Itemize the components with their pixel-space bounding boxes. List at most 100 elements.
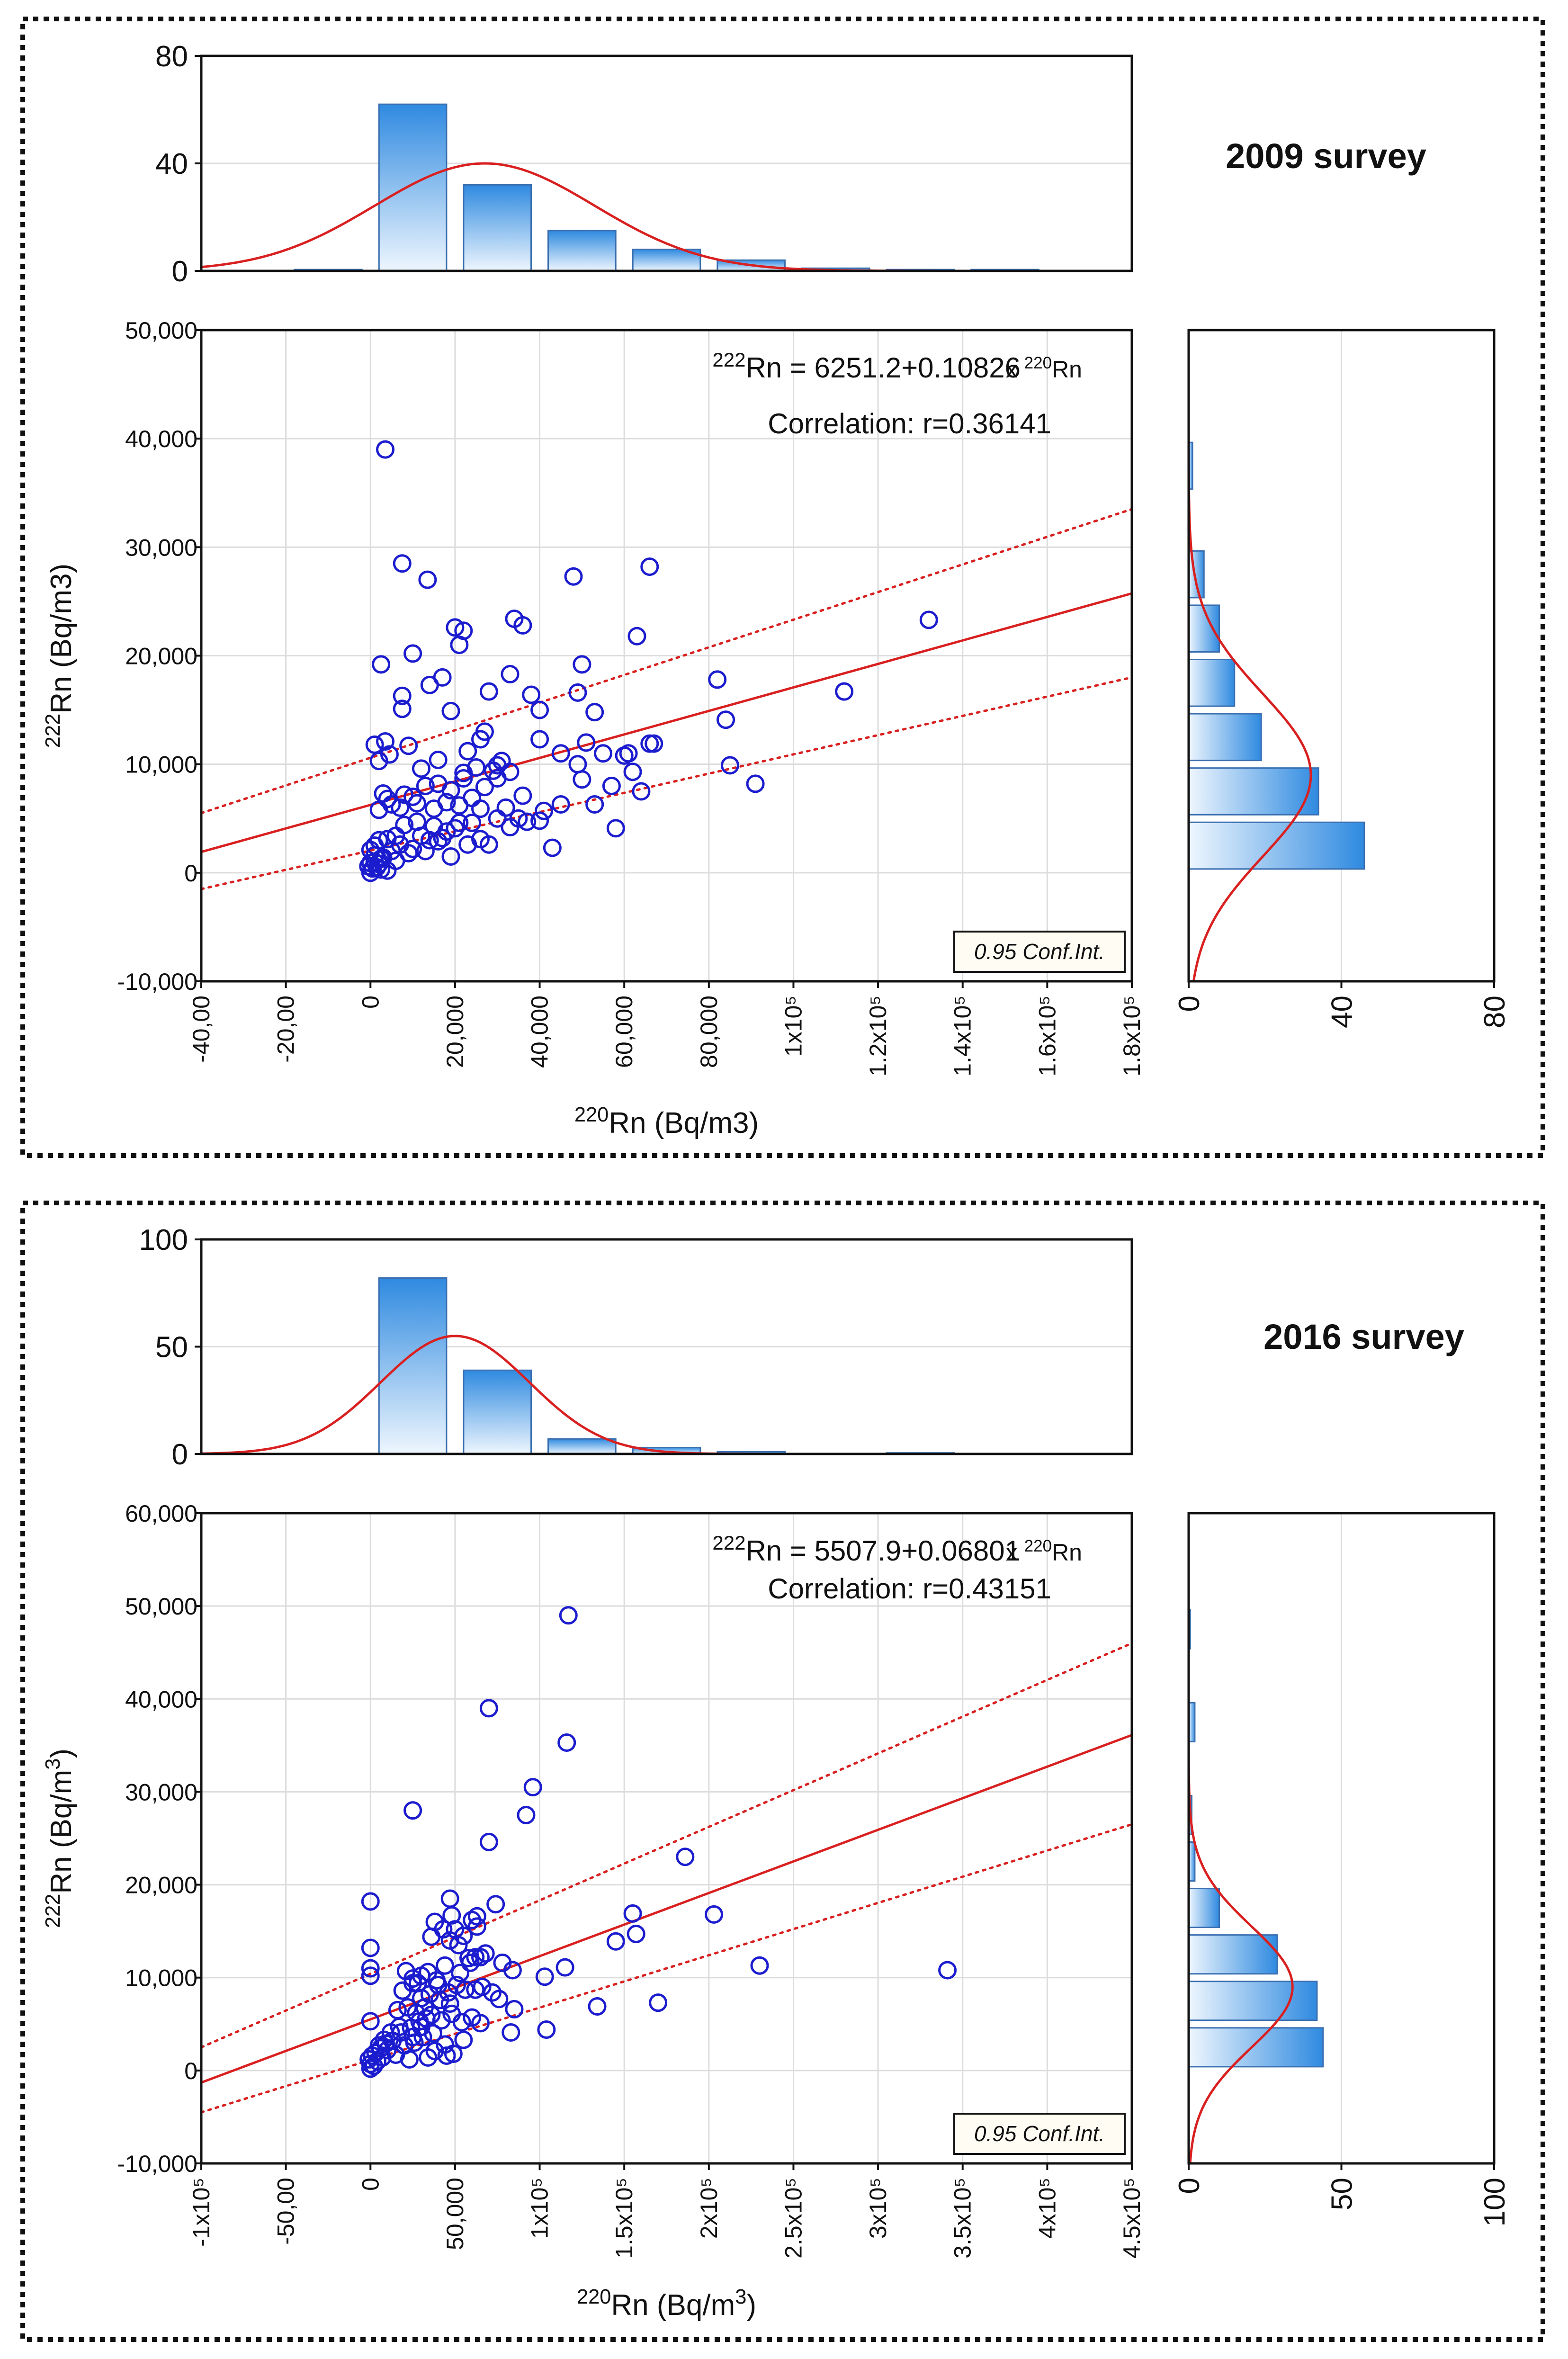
data-point	[559, 1606, 578, 1625]
data-point	[557, 1733, 576, 1752]
data-point	[395, 785, 414, 804]
x-tick-label: 60,000	[611, 996, 637, 1068]
data-point	[534, 801, 553, 820]
data-point	[676, 1848, 695, 1866]
data-point	[919, 610, 938, 629]
data-point	[430, 1991, 449, 2009]
x-tick-label: 1x10⁵	[527, 2178, 553, 2239]
data-point	[393, 554, 412, 573]
data-point	[393, 700, 412, 718]
y-tick-label: 20,000	[125, 1872, 197, 1899]
y-tick-label: 10,000	[125, 1965, 197, 1991]
conf-int-legend-box	[953, 2113, 1126, 2155]
right-hist-bar	[1188, 713, 1262, 762]
data-point	[393, 686, 412, 705]
data-point	[425, 2042, 444, 2061]
regression-equation: 222Rn = 6251.2+0.10826	[712, 349, 1021, 384]
scatter-gridlines	[201, 330, 1132, 981]
data-point	[585, 703, 604, 722]
x-tick-label: -40,00	[188, 996, 215, 1063]
top-hist-bar	[547, 1438, 617, 1455]
data-point	[412, 826, 430, 845]
data-point	[720, 756, 739, 775]
data-point	[403, 644, 422, 663]
top-hist-tick-label: 80	[155, 40, 188, 73]
top-hist-bar	[378, 103, 448, 272]
x-tick-label: 40,000	[527, 996, 553, 1068]
data-point	[376, 440, 395, 459]
data-point	[441, 781, 460, 800]
data-point	[403, 1969, 422, 1988]
survey-title: 2016 survey	[1263, 1317, 1464, 1356]
regression-equation-tail: x 220Rn	[1006, 354, 1082, 383]
top-hist-bar	[547, 230, 617, 272]
data-point	[361, 2012, 380, 2031]
y-tick-label: 60,000	[125, 1500, 197, 1527]
data-point	[416, 777, 435, 795]
data-point	[456, 1980, 475, 1999]
data-point	[505, 2000, 524, 2018]
data-point	[361, 1892, 380, 1911]
data-point	[442, 1906, 461, 1925]
x-tick-label: 1.2x10⁵	[865, 996, 891, 1076]
data-point	[471, 2014, 490, 2033]
data-point	[452, 2013, 471, 2032]
data-point	[475, 778, 494, 797]
y-tick-label: -10,000	[117, 969, 197, 995]
top-hist-bar	[378, 1277, 448, 1455]
data-point	[437, 793, 456, 812]
data-point	[449, 1936, 468, 1955]
regression-line	[201, 1734, 1132, 2084]
data-point	[835, 682, 854, 701]
data-point	[391, 798, 410, 817]
x-tick-label: 50,000	[442, 2178, 468, 2250]
x-tick-label: 1.8x10⁵	[1119, 996, 1145, 1076]
data-point	[467, 1917, 486, 1936]
data-point	[393, 1981, 412, 2000]
data-point	[535, 1967, 554, 1986]
scatter-points	[359, 440, 938, 882]
data-point	[479, 1699, 498, 1718]
regression-equation: 222Rn = 5507.9+0.06801	[712, 1532, 1021, 1567]
y-tick-label: 10,000	[125, 752, 197, 778]
data-point	[450, 813, 469, 832]
data-point	[623, 762, 642, 781]
data-point	[606, 1932, 625, 1951]
data-point	[420, 1985, 439, 2004]
right-hist-tick-label: 40	[1326, 996, 1359, 1028]
conf-int-legend-box	[953, 931, 1126, 973]
data-point	[471, 1948, 490, 1967]
data-point	[372, 655, 391, 674]
y-axis-label: 222Rn (Bq/m3)	[42, 1749, 78, 1928]
data-point	[446, 618, 465, 637]
data-point	[573, 655, 591, 674]
data-point	[530, 730, 549, 749]
right-hist-tick-label: 80	[1478, 996, 1511, 1028]
right-hist-tick-label: 0	[1173, 996, 1206, 1012]
data-point	[435, 1956, 454, 1975]
data-point	[594, 744, 613, 763]
correlation-label: Correlation: r=0.43151	[768, 1573, 1051, 1605]
right-hist-tick-label: 0	[1173, 2178, 1206, 2194]
chart-2016: -10,000 0 10,000 20,000 30,000 40,000 50,000 60…	[42, 1224, 1511, 2322]
data-point	[501, 664, 520, 683]
data-point	[458, 742, 477, 761]
data-point	[361, 1938, 380, 1957]
data-point	[615, 746, 634, 765]
right-hist-bar	[1188, 550, 1205, 599]
data-point	[649, 1993, 668, 2012]
panel-frame-2016	[20, 1201, 1545, 2342]
data-point	[433, 829, 452, 847]
confidence-band-lower	[200, 1823, 1133, 2114]
top-hist-bar	[463, 1369, 532, 1455]
data-point	[433, 668, 452, 687]
right-hist-bar	[1188, 1934, 1278, 1975]
data-point	[459, 1949, 478, 1968]
data-point	[412, 759, 430, 778]
data-point	[446, 819, 465, 838]
data-point	[484, 761, 502, 780]
right-hist-tick-label: 100	[1478, 2178, 1511, 2226]
data-point	[523, 1778, 542, 1797]
x-tick-label: 0	[357, 2178, 384, 2191]
